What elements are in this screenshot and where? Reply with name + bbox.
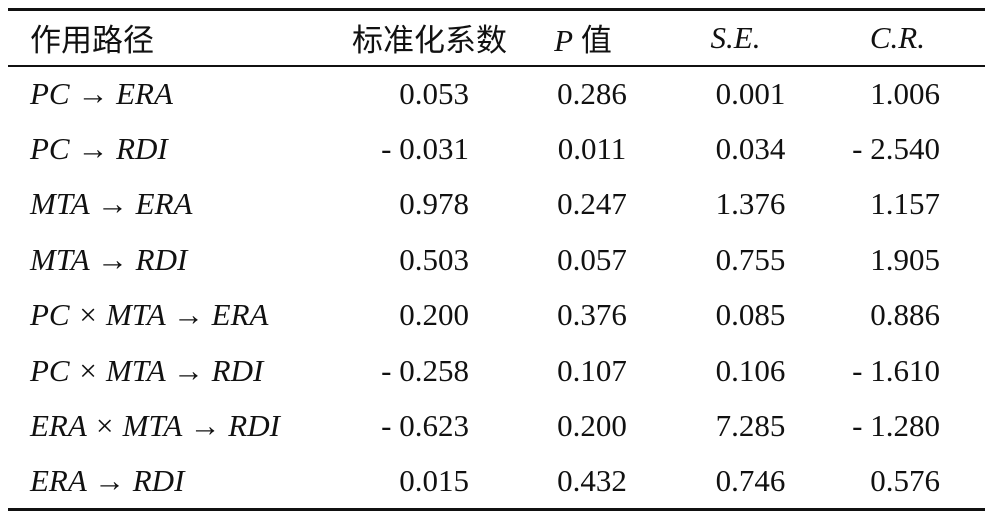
table-row: ERA × MTA → RDI - 0.623 0.200 7.285 - 1.… [8,399,985,455]
cell-cr: 0.886 [870,297,940,333]
header-p-letter: P [554,23,574,59]
cell-se: 0.106 [715,352,786,388]
cell-se: 0.001 [715,75,786,111]
cell-p: 0.011 [557,130,627,166]
table-row: ERA → RDI 0.015 0.432 0.746 0.576 [8,454,985,510]
cell-cr: 1.006 [870,75,940,111]
cell-p: 0.107 [557,352,627,388]
table-row: PC → ERA 0.053 0.286 0.001 1.006 [8,66,985,122]
cell-path: PC → RDI [30,130,168,166]
cell-path: PC × MTA → ERA [30,297,269,333]
cell-se: 0.746 [715,463,786,498]
cell-p: 0.432 [557,463,627,498]
cell-coef: 0.015 [399,463,469,498]
cell-p: 0.247 [557,186,627,222]
table-body: PC → ERA 0.053 0.286 0.001 1.006 PC → RD… [8,66,985,510]
cell-se: 1.376 [715,186,786,222]
cell-se: 0.034 [715,130,786,166]
header-standard-error: S.E. [710,19,761,55]
cell-coef: 0.503 [399,241,469,277]
path-coefficient-table-container: 作用路径 标准化系数 P 值 S.E. C.R. PC → ERA 0.053 … [8,8,985,511]
header-p-value: P 值 [513,10,653,66]
cell-path: PC → ERA [30,75,173,111]
cell-coef: 0.053 [399,75,469,111]
table-header: 作用路径 标准化系数 P 值 S.E. C.R. [8,9,985,66]
cell-cr: 0.576 [870,463,940,498]
header-row: 作用路径 标准化系数 P 值 S.E. C.R. [8,9,985,66]
cell-coef: - 0.623 [381,408,469,444]
cell-cr: - 1.280 [852,408,940,444]
header-p-suffix: 值 [573,23,612,59]
cell-coef: 0.978 [399,186,469,222]
table-row: PC → RDI - 0.031 0.011 0.034 - 2.540 [8,121,985,177]
table-row: PC × MTA → ERA 0.200 0.376 0.085 0.886 [8,288,985,344]
cell-se: 0.755 [715,241,786,277]
table-row: MTA → ERA 0.978 0.247 1.376 1.157 [8,177,985,233]
table-row: PC × MTA → RDI - 0.258 0.107 0.106 - 1.6… [8,343,985,399]
cell-coef: - 0.031 [381,130,469,166]
cell-coef: - 0.258 [381,352,469,388]
cell-coef: 0.200 [399,297,469,333]
cell-path: PC × MTA → RDI [30,352,264,388]
cell-p: 0.286 [557,75,627,111]
cell-cr: - 2.540 [852,130,940,166]
table-row: MTA → RDI 0.503 0.057 0.755 1.905 [8,232,985,288]
path-coefficient-table: 作用路径 标准化系数 P 值 S.E. C.R. PC → ERA 0.053 … [8,8,985,511]
cell-cr: 1.157 [870,186,940,222]
cell-cr: 1.905 [870,241,940,277]
cell-p: 0.057 [557,241,627,277]
cell-p: 0.376 [557,297,627,333]
cell-p: 0.200 [557,408,627,444]
header-critical-ratio: C.R. [869,19,925,55]
header-path: 作用路径 [30,23,154,59]
cell-se: 0.085 [715,297,786,333]
cell-path: MTA → ERA [30,186,193,222]
cell-path: ERA → RDI [30,463,185,498]
cell-cr: - 1.610 [852,352,940,388]
header-standardized-coefficient: 标准化系数 [352,23,507,59]
cell-se: 7.285 [715,408,786,444]
cell-path: ERA × MTA → RDI [30,408,280,444]
cell-path: MTA → RDI [30,241,188,277]
